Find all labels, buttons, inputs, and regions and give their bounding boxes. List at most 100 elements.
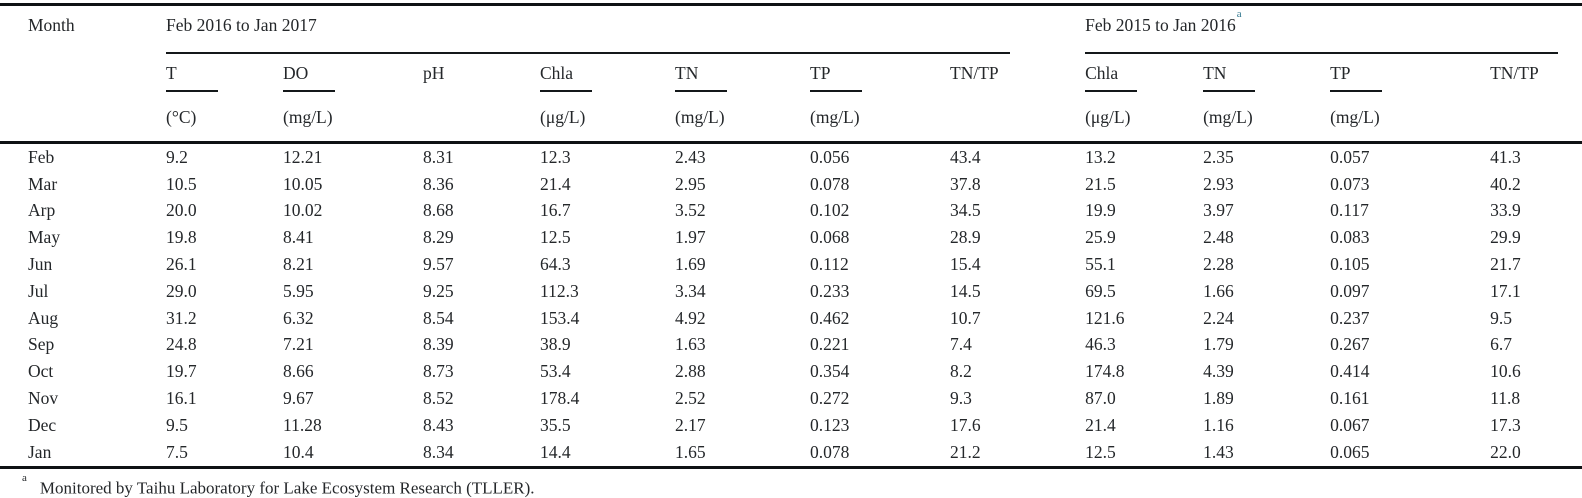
table-cell: 10.02 [283, 200, 323, 221]
table-row: Jul 29.0 5.95 9.25 112.3 3.34 0.233 14.5 69.5 1.6… [0, 278, 1582, 305]
table-cell: 25.9 [1085, 227, 1116, 248]
column-unit: (mg/L) [1203, 104, 1331, 144]
column-unit: (μg/L) [1085, 104, 1204, 144]
footnote: a Monitored by Taihu Laboratory for Lake … [0, 472, 1582, 498]
table-cell: 87.0 [1085, 388, 1116, 409]
table-cell: 34.5 [950, 200, 981, 221]
label-underline [1203, 90, 1256, 92]
table-cell: 2.43 [675, 146, 706, 167]
column-label-tn: TN [1203, 54, 1330, 104]
column-label-tn-tp: TN/TP [1490, 54, 1582, 104]
table-cell: 2.88 [675, 361, 706, 382]
group-header-2016: Feb 2016 to Jan 2017 [166, 5, 1085, 54]
row-label-month: Jul [28, 280, 49, 301]
table-cell: 0.112 [810, 254, 849, 275]
table-cell: 0.083 [1330, 227, 1370, 248]
table-cell: 7.5 [166, 441, 188, 462]
table-row: Feb 9.2 12.21 8.31 12.3 2.43 0.056 43.4 13.2 2.35… [0, 143, 1582, 171]
table-cell: 1.65 [675, 441, 706, 462]
table-cell: 64.3 [540, 254, 571, 275]
table-cell: 8.31 [423, 146, 454, 167]
column-label-text: pH [423, 63, 445, 83]
table-cell: 1.79 [1203, 334, 1234, 355]
table-cell: 0.117 [1330, 200, 1369, 221]
table-cell: 0.237 [1330, 307, 1370, 328]
table-cell: 17.6 [950, 414, 981, 435]
table-cell: 0.068 [810, 227, 850, 248]
column-unit: (mg/L) [675, 104, 810, 144]
table-cell: 8.2 [950, 361, 972, 382]
table-cell: 55.1 [1085, 254, 1116, 275]
group-2015-footnote-marker: a [1236, 8, 1242, 21]
table-cell: 2.28 [1203, 254, 1234, 275]
table-cell: 29.0 [166, 280, 197, 301]
footnote-marker: a [22, 471, 27, 484]
table-row: May 19.8 8.41 8.29 12.5 1.97 0.068 28.9 25.9 2.48… [0, 224, 1582, 251]
table-cell: 1.43 [1203, 441, 1234, 462]
table-cell: 16.7 [540, 200, 571, 221]
table-cell: 28.9 [950, 227, 981, 248]
table-cell: 1.66 [1203, 280, 1234, 301]
table-cell: 9.5 [166, 414, 188, 435]
table-cell: 46.3 [1085, 334, 1116, 355]
table-cell: 14.4 [540, 441, 571, 462]
column-unit [423, 104, 540, 144]
group-2016-rule [166, 52, 1011, 54]
column-unit: (mg/L) [810, 104, 950, 144]
table-cell: 40.2 [1490, 173, 1521, 194]
table-cell: 3.34 [675, 280, 706, 301]
table-cell: 8.36 [423, 173, 454, 194]
table-row: Jun 26.1 8.21 9.57 64.3 1.69 0.112 15.4 55.1 2.28… [0, 251, 1582, 278]
table-cell: 178.4 [540, 388, 580, 409]
column-unit: (mg/L) [283, 104, 423, 144]
table-cell: 4.92 [675, 307, 706, 328]
column-unit: (mg/L) [1330, 104, 1491, 144]
column-label-text: Chla [1085, 63, 1119, 83]
table-cell: 9.67 [283, 388, 314, 409]
table-cell: 17.3 [1490, 414, 1521, 435]
table-cell: 11.8 [1490, 388, 1521, 409]
column-label-text: TN/TP [950, 63, 999, 83]
group-header-row: Month Feb 2016 to Jan 2017 Feb 2015 to J… [0, 4, 1582, 144]
table-cell: 43.4 [950, 146, 981, 167]
table-cell: 12.5 [1085, 441, 1116, 462]
table-cell: 38.9 [540, 334, 571, 355]
table-cell: 0.267 [1330, 334, 1370, 355]
column-header-month: Month [0, 4, 166, 144]
column-label-chla: Chla [1085, 54, 1203, 104]
table-cell: 153.4 [540, 307, 580, 328]
table-cell: 2.93 [1203, 173, 1234, 194]
column-label-text: T [166, 63, 177, 83]
table-cell: 0.056 [810, 146, 850, 167]
table-cell: 2.48 [1203, 227, 1234, 248]
row-label-month: Jan [28, 441, 52, 462]
table-cell: 8.43 [423, 414, 454, 435]
column-unit [1490, 104, 1582, 144]
table-cell: 6.32 [283, 307, 314, 328]
column-label-text: TP [810, 63, 831, 83]
column-label-tp: TP [810, 54, 950, 104]
column-label-text: TN [675, 63, 699, 83]
row-label-month: Arp [28, 200, 56, 221]
table-cell: 21.7 [1490, 254, 1521, 275]
group-2016-label: Feb 2016 to Jan 2017 [166, 15, 317, 35]
table-cell: 0.233 [810, 280, 850, 301]
group-2015-rule [1085, 52, 1559, 54]
table-cell: 3.97 [1203, 200, 1234, 221]
table-cell: 1.16 [1203, 414, 1234, 435]
table-cell: 0.078 [810, 173, 850, 194]
row-label-month: Feb [28, 146, 55, 167]
column-label-t: T [166, 54, 283, 104]
table-cell: 0.105 [1330, 254, 1370, 275]
table-cell: 174.8 [1085, 361, 1125, 382]
table-cell: 2.95 [675, 173, 706, 194]
table-cell: 16.1 [166, 388, 197, 409]
table-cell: 8.54 [423, 307, 454, 328]
table-cell: 29.9 [1490, 227, 1521, 248]
table-cell: 20.0 [166, 200, 197, 221]
column-labels-row: T DO pH Chla TN TP TN/TP Chla TN TP TN/TP [0, 54, 1582, 104]
table-cell: 9.25 [423, 280, 454, 301]
table-row: Mar 10.5 10.05 8.36 21.4 2.95 0.078 37.8 21.5 2.9… [0, 171, 1582, 198]
table-cell: 31.2 [166, 307, 197, 328]
table-cell: 14.5 [950, 280, 981, 301]
